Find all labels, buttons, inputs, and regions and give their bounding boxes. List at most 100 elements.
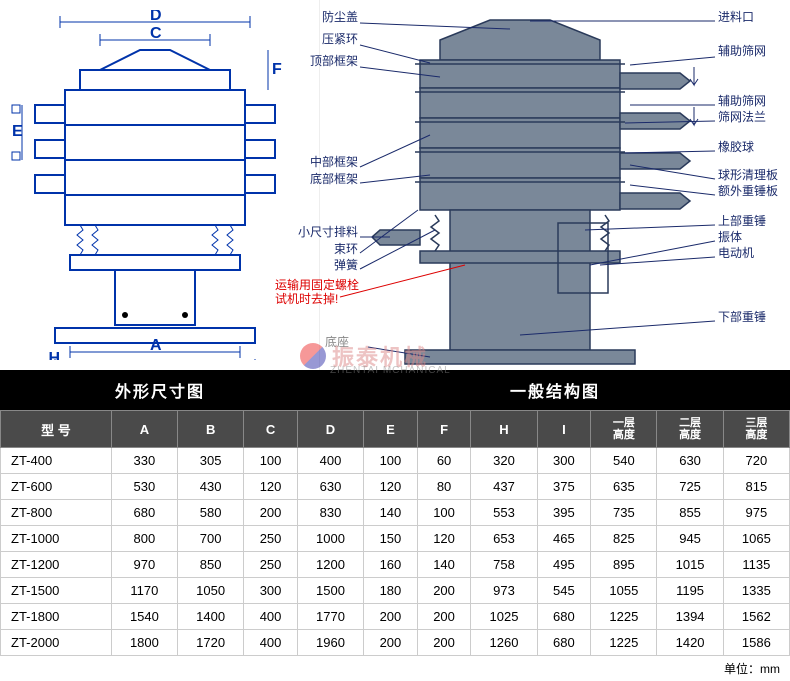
value-cell: 1225 [591, 604, 657, 630]
table-row: ZT-2000180017204001960200200126068012251… [1, 630, 790, 656]
model-cell: ZT-600 [1, 474, 112, 500]
label-aux-screen-2: 辅助筛网 [718, 94, 766, 110]
table-row: ZT-800680580200830140100553395735855975 [1, 500, 790, 526]
dim-e: E [12, 123, 23, 140]
value-cell: 200 [364, 630, 418, 656]
value-cell: 1500 [297, 578, 363, 604]
value-cell: 320 [471, 448, 537, 474]
value-cell: 580 [178, 500, 244, 526]
label-upper-weight: 上部重锤 [718, 214, 766, 230]
value-cell: 630 [297, 474, 363, 500]
value-cell: 1195 [657, 578, 723, 604]
value-cell: 1225 [591, 630, 657, 656]
label-clamp-ring: 压紧环 [322, 32, 358, 48]
value-cell: 945 [657, 526, 723, 552]
value-cell: 330 [111, 448, 177, 474]
value-cell: 100 [417, 500, 471, 526]
value-cell: 120 [244, 474, 298, 500]
spec-table-wrapper: 型 号ABCDEFHI一层高度二层高度三层高度 ZT-4003303051004… [0, 410, 790, 681]
label-base: 底座 [325, 335, 349, 351]
table-header-cell: 三层高度 [723, 411, 789, 448]
value-cell: 1050 [178, 578, 244, 604]
value-cell: 465 [537, 526, 591, 552]
label-top-frame: 顶部框架 [310, 54, 358, 70]
watermark-subtext: ZHENTAI MCHANICAL [330, 365, 451, 376]
table-row: ZT-1000800700250100015012065346582594510… [1, 526, 790, 552]
value-cell: 735 [591, 500, 657, 526]
value-cell: 200 [417, 630, 471, 656]
value-cell: 120 [417, 526, 471, 552]
table-header-cell: 二层高度 [657, 411, 723, 448]
outline-title: 外形尺寸图 [0, 370, 320, 410]
label-aux-screen-1: 辅助筛网 [718, 44, 766, 60]
model-cell: ZT-1800 [1, 604, 112, 630]
value-cell: 300 [244, 578, 298, 604]
table-row: ZT-1800154014004001770200200102568012251… [1, 604, 790, 630]
label-spring: 弹簧 [334, 258, 358, 274]
value-cell: 1562 [723, 604, 789, 630]
table-header-cell: C [244, 411, 298, 448]
label-inlet: 进料口 [718, 10, 754, 26]
value-cell: 815 [723, 474, 789, 500]
outline-drawing-svg: D C F E [10, 10, 310, 360]
value-cell: 120 [364, 474, 418, 500]
value-cell: 140 [417, 552, 471, 578]
unit-label: 单位：mm [0, 656, 790, 681]
outline-drawing-panel: D C F E [0, 0, 320, 370]
value-cell: 437 [471, 474, 537, 500]
value-cell: 1800 [111, 630, 177, 656]
dim-f: F [272, 61, 282, 78]
value-cell: 635 [591, 474, 657, 500]
value-cell: 545 [537, 578, 591, 604]
table-header-cell: F [417, 411, 471, 448]
label-motor: 电动机 [718, 246, 754, 262]
value-cell: 1200 [297, 552, 363, 578]
value-cell: 700 [178, 526, 244, 552]
value-cell: 250 [244, 552, 298, 578]
value-cell: 100 [244, 448, 298, 474]
model-cell: ZT-1000 [1, 526, 112, 552]
label-mid-frame: 中部框架 [310, 155, 358, 171]
label-dust-cover: 防尘盖 [322, 10, 358, 26]
value-cell: 973 [471, 578, 537, 604]
value-cell: 680 [537, 604, 591, 630]
label-small-outlet: 小尺寸排料 [298, 225, 358, 241]
value-cell: 540 [591, 448, 657, 474]
value-cell: 630 [657, 448, 723, 474]
value-cell: 80 [417, 474, 471, 500]
model-cell: ZT-2000 [1, 630, 112, 656]
value-cell: 180 [364, 578, 418, 604]
table-row: ZT-1500117010503001500180200973545105511… [1, 578, 790, 604]
value-cell: 830 [297, 500, 363, 526]
value-cell: 1025 [471, 604, 537, 630]
value-cell: 200 [417, 604, 471, 630]
model-cell: ZT-400 [1, 448, 112, 474]
value-cell: 160 [364, 552, 418, 578]
structure-drawing-panel: 防尘盖 压紧环 顶部框架 中部框架 底部框架 小尺寸排料 束环 弹簧 运输用固定… [320, 0, 790, 370]
table-header-cell: H [471, 411, 537, 448]
value-cell: 530 [111, 474, 177, 500]
value-cell: 725 [657, 474, 723, 500]
value-cell: 400 [297, 448, 363, 474]
value-cell: 1586 [723, 630, 789, 656]
table-header-cell: 型 号 [1, 411, 112, 448]
value-cell: 150 [364, 526, 418, 552]
drawings-section: D C F E [0, 0, 790, 370]
value-cell: 375 [537, 474, 591, 500]
dim-a: A [150, 337, 162, 354]
value-cell: 100 [364, 448, 418, 474]
value-cell: 140 [364, 500, 418, 526]
value-cell: 200 [244, 500, 298, 526]
value-cell: 200 [364, 604, 418, 630]
value-cell: 855 [657, 500, 723, 526]
value-cell: 553 [471, 500, 537, 526]
table-row: ZT-60053043012063012080437375635725815 [1, 474, 790, 500]
value-cell: 400 [244, 604, 298, 630]
dim-c: C [150, 25, 162, 42]
value-cell: 1055 [591, 578, 657, 604]
label-band: 束环 [334, 242, 358, 258]
spec-table: 型 号ABCDEFHI一层高度二层高度三层高度 ZT-4003303051004… [0, 410, 790, 656]
value-cell: 1015 [657, 552, 723, 578]
dim-d: D [150, 10, 162, 24]
value-cell: 495 [537, 552, 591, 578]
